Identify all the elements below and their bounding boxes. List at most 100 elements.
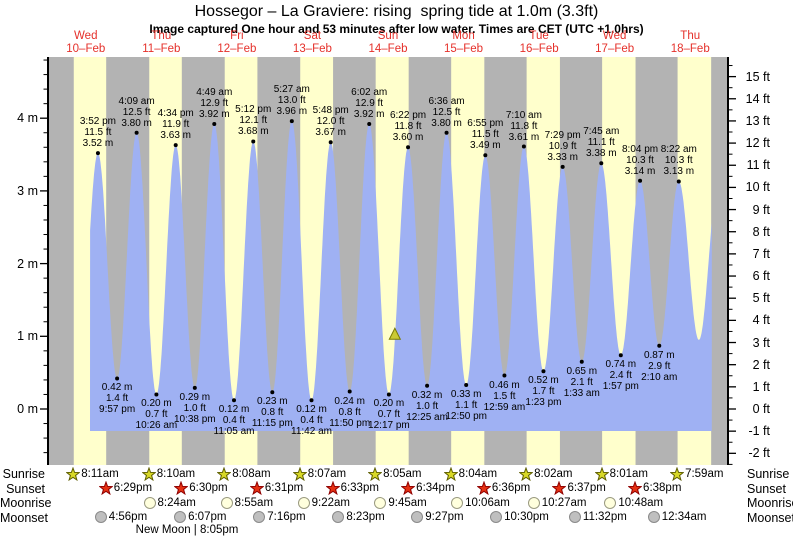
y-axis-label-m: 1 m: [17, 329, 38, 344]
tide-extreme-dot: [212, 122, 217, 127]
sunset-time: 6:37pm: [567, 482, 606, 494]
extreme-label-line: 0.4 ft: [300, 415, 323, 427]
tide-low-label: 0.74 m 2.4 ft 1:57 pm: [603, 359, 639, 392]
extreme-label-line: 3.61 m: [508, 131, 540, 143]
day-label: Sun 14–Feb: [368, 30, 407, 56]
moonset-entry: 4:56pm: [94, 510, 147, 524]
extreme-label-line: 10.3 ft: [664, 155, 693, 167]
tide-extreme-dot: [347, 389, 352, 394]
sunrise-star-icon: [519, 466, 534, 481]
y-axis-label-ft: 5 ft: [752, 291, 770, 306]
moon-phase-label: New Moon | 8:05pm: [135, 524, 239, 536]
y-axis-label-m: 2 m: [17, 256, 38, 271]
y-axis-label-ft: 14 ft: [745, 91, 770, 106]
sunset-time: 6:38pm: [643, 482, 682, 494]
y-axis-label-ft: 8 ft: [752, 224, 770, 239]
sunset-entry: 6:37pm: [552, 481, 606, 495]
tide-high-label: 5:27 am 13.0 ft 3.96 m: [274, 84, 310, 117]
day-name: Wed: [74, 30, 98, 42]
tide-extreme-dot: [425, 383, 430, 388]
tide-extreme-dot: [483, 153, 488, 158]
extreme-label-line: 11:15 pm: [251, 418, 293, 430]
extreme-label-line: 11.1 ft: [587, 137, 615, 149]
day-name: Sat: [303, 30, 322, 42]
tide-low-label: 0.52 m 1.7 ft 1:23 pm: [525, 375, 561, 408]
sunrise-star-icon: [670, 466, 685, 481]
sunrise-entry: 8:02am: [519, 466, 573, 481]
tide-low-label: 0.12 m 0.4 ft 11:42 am: [291, 404, 332, 437]
extreme-label-line: 3.38 m: [585, 148, 617, 160]
moonset-entry: 6:07pm: [173, 510, 226, 524]
moonrise-row-label-right: Moonrise: [747, 496, 793, 510]
y-axis-label-ft: 10 ft: [745, 180, 770, 195]
y-axis-label-ft: 4 ft: [752, 313, 770, 328]
tide-extreme-dot: [115, 376, 120, 381]
extreme-label-line: 12:17 pm: [368, 420, 410, 432]
extreme-label-line: 8:22 am: [660, 144, 697, 156]
day-name: Wed: [602, 30, 627, 42]
y-axis-label-ft: 9 ft: [752, 202, 770, 217]
extreme-label-line: 1.5 ft: [493, 390, 516, 402]
extreme-label-line: 1.0 ft: [183, 402, 206, 414]
sunrise-row-label-left: Sunrise: [2, 467, 45, 481]
tide-curve-area: [90, 121, 712, 431]
moonrise-entry: 9:45am: [373, 496, 427, 510]
day-date: 11–Feb: [142, 43, 181, 55]
tide-low-label: 0.33 m 1.1 ft 12:50 pm: [445, 389, 487, 422]
sunset-entry: 6:30pm: [174, 481, 228, 495]
extreme-label-line: 2.4 ft: [609, 370, 632, 382]
tide-high-label: 7:45 am 11.1 ft 3.38 m: [583, 126, 619, 159]
y-axis-label-ft: 12 ft: [745, 136, 770, 151]
day-date: 13–Feb: [292, 43, 332, 55]
y-axis-label-ft: 1 ft: [752, 379, 770, 394]
tide-high-label: 6:02 am 12.9 ft 3.92 m: [351, 87, 387, 120]
day-date: 12–Feb: [217, 43, 257, 55]
extreme-label-line: 11.8 ft: [510, 120, 538, 132]
y-axis-label-m: 0 m: [17, 402, 38, 416]
y-axis-label-ft: 7 ft: [752, 246, 770, 261]
extreme-label-line: 3.92 m: [198, 109, 230, 121]
tide-extreme-dot: [560, 164, 565, 169]
sunset-time: 6:31pm: [264, 482, 304, 494]
day-date: 18–Feb: [670, 43, 710, 55]
day-label: Tue 16–Feb: [520, 30, 559, 56]
tide-extreme-dot: [464, 383, 469, 388]
sunset-entry: 6:29pm: [98, 481, 152, 495]
extreme-label-line: 0.24 m: [334, 395, 365, 407]
tide-extreme-dot: [676, 179, 681, 184]
sunrise-entry: 8:05am: [368, 466, 422, 481]
extreme-label-line: 5:48 pm: [312, 105, 349, 117]
moonrise-moon-icon: [604, 496, 617, 509]
moonrise-moon-icon: [451, 496, 464, 509]
extreme-label-line: 12:25 am: [406, 411, 448, 423]
sunrise-star-icon: [292, 466, 307, 481]
sunrise-time: 8:05am: [383, 467, 422, 480]
moonset-entry: 10:30pm: [489, 510, 549, 524]
day-label: Mon 15–Feb: [444, 30, 483, 56]
moonset-entry: 8:23pm: [331, 510, 385, 524]
extreme-label-line: 4:34 pm: [157, 108, 194, 120]
tide-low-label: 0.24 m 0.8 ft 11:50 pm: [329, 396, 370, 429]
sunset-time: 6:33pm: [340, 482, 379, 494]
sunset-star-icon: [98, 481, 113, 495]
extreme-label-line: 0.12 m: [218, 404, 250, 416]
tide-extreme-dot: [618, 353, 623, 358]
extreme-label-line: 0.20 m: [141, 398, 172, 410]
day-name: Tue: [529, 30, 549, 42]
extreme-label-line: 0.42 m: [101, 382, 133, 394]
tide-extreme-dot: [638, 178, 643, 183]
extreme-label-line: 0.33 m: [450, 389, 482, 400]
sunrise-entry: 7:59am: [670, 466, 723, 481]
sunrise-time: 8:01am: [609, 467, 648, 480]
extreme-label-line: 3.60 m: [392, 132, 424, 144]
sunset-star-icon: [401, 481, 416, 495]
extreme-label-line: 7:45 am: [583, 126, 620, 138]
sunrise-time: 8:02am: [534, 467, 573, 480]
sunrise-time: 8:11am: [81, 467, 119, 480]
extreme-label-line: 10:38 pm: [173, 413, 216, 425]
sunset-entry: 6:36pm: [476, 481, 530, 495]
sunrise-star-icon: [66, 466, 81, 481]
page-title: Hossegor – La Graviere: rising spring ti…: [194, 3, 599, 20]
y-axis-label-m: 4 m: [17, 111, 38, 126]
day-date: 16–Feb: [519, 43, 559, 55]
